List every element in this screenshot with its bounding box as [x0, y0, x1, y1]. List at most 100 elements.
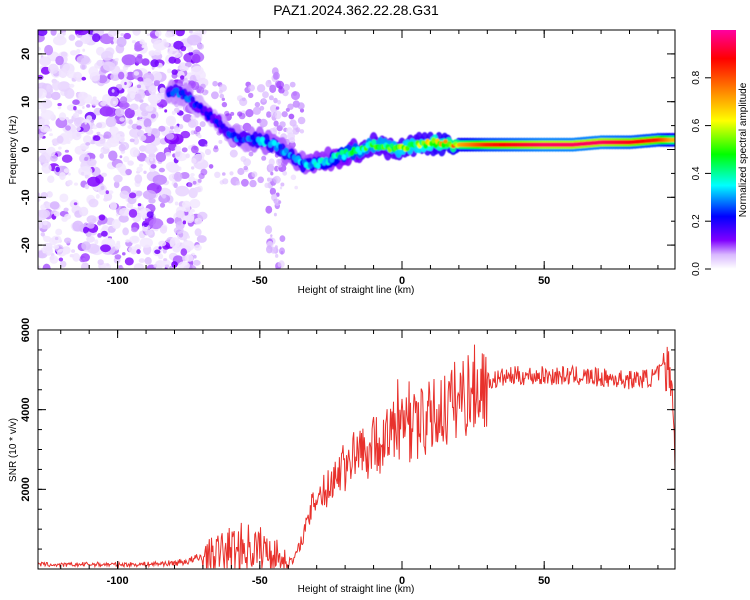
noise-blob — [153, 49, 162, 56]
noise-blob — [86, 215, 98, 224]
noise-blob — [114, 57, 119, 62]
noise-blob — [119, 100, 129, 110]
noise-blob — [139, 237, 153, 248]
noise-blob — [72, 220, 84, 232]
noise-blob — [96, 59, 105, 67]
noise-blob — [169, 49, 173, 55]
colorbar: 0.0 0.2 0.4 0.6 0.8 Normalized spectral ampl… — [691, 30, 749, 276]
noise-blob — [105, 116, 117, 128]
noise-blob — [277, 158, 283, 164]
noise-blob — [200, 168, 208, 176]
noise-blob — [119, 155, 123, 159]
x-tick-label: 0 — [399, 275, 405, 287]
x-tick-label: 0 — [399, 575, 405, 587]
noise-blob — [97, 184, 107, 196]
noise-blob — [289, 137, 296, 144]
noise-blob — [204, 143, 208, 147]
noise-blob — [77, 109, 83, 115]
noise-blob — [243, 165, 248, 171]
noise-blob — [248, 151, 254, 157]
noise-blob — [159, 225, 168, 234]
y-tick-label: 6000 — [20, 318, 32, 342]
noise-blob — [38, 132, 44, 139]
noise-blob — [127, 125, 133, 129]
noise-blob — [268, 158, 275, 166]
noise-blob — [38, 265, 41, 269]
noise-blob — [53, 244, 60, 250]
noise-blob — [74, 30, 89, 36]
noise-blob — [177, 166, 182, 171]
spectrogram-x-ticks: -100 -50 0 50 — [60, 30, 659, 287]
noise-blob — [98, 214, 106, 221]
noise-blob — [134, 45, 142, 52]
noise-blob — [124, 81, 127, 86]
noise-blob — [50, 154, 58, 162]
noise-blob — [63, 207, 69, 212]
noise-blob — [49, 201, 60, 210]
noise-blob — [173, 40, 184, 50]
noise-blob — [275, 253, 279, 258]
noise-blob — [297, 116, 306, 125]
ridge-core — [232, 131, 237, 138]
noise-blob — [219, 84, 227, 92]
noise-blob — [138, 258, 146, 263]
y-tick-label: 10 — [20, 96, 32, 108]
spectrogram-x-axis-label: Height of straight line (km) — [298, 285, 415, 296]
noise-blob — [269, 177, 273, 182]
noise-blob — [275, 106, 280, 110]
noise-blob — [38, 209, 51, 219]
noise-blob — [292, 91, 298, 96]
noise-blob — [143, 170, 147, 174]
noise-blob — [119, 117, 125, 122]
spectrogram-y-axis-label: Frequency (Hz) — [8, 116, 19, 185]
noise-blob — [268, 95, 274, 101]
noise-blob — [135, 190, 143, 197]
noise-blob — [283, 83, 290, 91]
ridge-core — [174, 87, 180, 94]
noise-blob — [81, 76, 87, 81]
noise-blob — [82, 106, 85, 109]
noise-blob — [237, 167, 245, 176]
noise-blob — [78, 166, 93, 177]
noise-blob — [190, 119, 199, 128]
noise-blob — [128, 119, 133, 125]
noise-blob — [58, 112, 67, 121]
noise-blob — [132, 30, 141, 36]
noise-blob — [174, 145, 182, 152]
noise-blob — [192, 180, 197, 185]
noise-blob — [194, 217, 203, 225]
noise-blob — [243, 158, 252, 167]
noise-blob — [52, 80, 61, 91]
noise-blob — [144, 143, 158, 155]
noise-blob — [130, 92, 136, 100]
noise-blob — [290, 174, 297, 181]
noise-blob — [241, 178, 249, 187]
noise-blob — [154, 30, 162, 37]
noise-blob — [274, 110, 282, 120]
noise-blob — [152, 39, 168, 51]
ridge-core — [431, 137, 436, 144]
noise-blob — [191, 158, 197, 164]
ridge-core — [337, 154, 343, 161]
noise-blob — [180, 248, 188, 256]
noise-blob — [264, 182, 270, 188]
noise-blob — [120, 33, 125, 37]
y-tick-label: 0 — [20, 146, 32, 152]
noise-blob — [134, 174, 143, 184]
noise-blob — [173, 107, 180, 114]
noise-blob — [279, 186, 283, 190]
noise-blob — [67, 119, 74, 124]
noise-blob — [235, 180, 241, 186]
colorbar-gradient — [711, 30, 736, 269]
noise-blob — [175, 30, 185, 37]
noise-blob — [118, 214, 129, 223]
noise-blob — [88, 198, 99, 208]
noise-blob — [124, 257, 134, 266]
x-tick-label: -50 — [252, 575, 268, 587]
noise-blob — [74, 40, 83, 48]
noise-blob — [180, 75, 185, 80]
noise-blob — [273, 212, 277, 217]
noise-blob — [92, 33, 101, 43]
noise-blob — [103, 197, 109, 202]
